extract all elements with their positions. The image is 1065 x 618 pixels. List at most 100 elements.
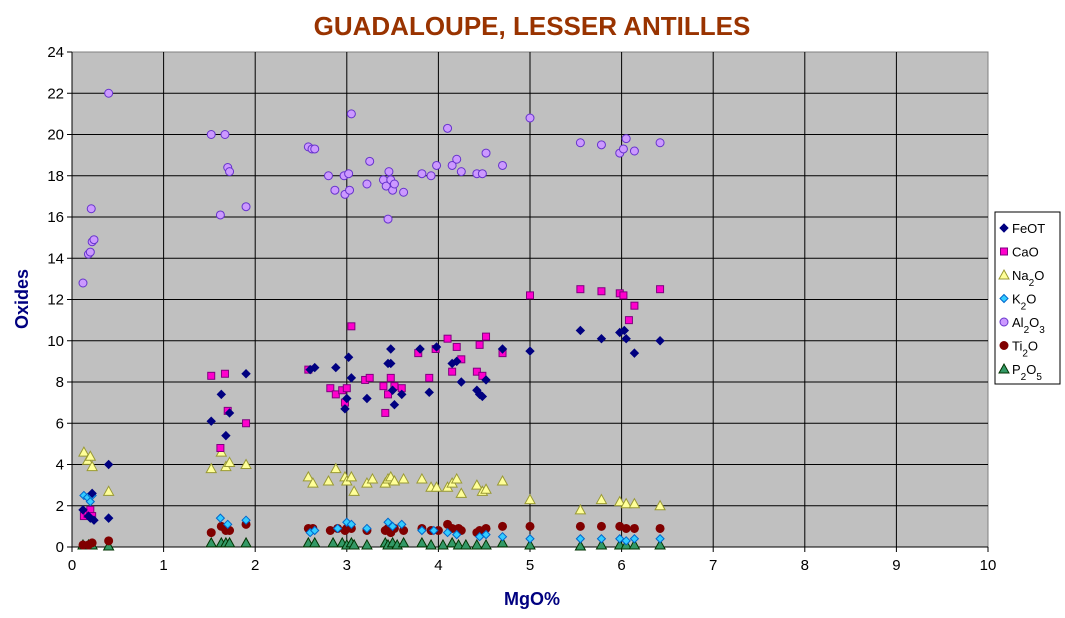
legend-label-cao: CaO [1012, 245, 1039, 260]
data-point-p2o5 [308, 536, 321, 548]
legend-marker-feot [999, 223, 1009, 233]
data-point-feot [331, 362, 341, 373]
data-point-al2o3 [621, 134, 631, 144]
data-point-cao [220, 369, 229, 378]
data-point-p2o5 [524, 538, 536, 550]
data-point-na2o [205, 462, 218, 474]
data-point-na2o [240, 458, 252, 469]
data-point-al2o3 [89, 235, 99, 245]
data-point-cao [386, 373, 395, 382]
legend-item-cao: CaO [1000, 245, 1039, 260]
data-point-al2o3 [629, 146, 639, 156]
data-point-feot [103, 459, 114, 470]
data-point-feot [621, 333, 631, 344]
legend-marker-p2o5 [998, 362, 1010, 374]
data-point-na2o [628, 497, 641, 509]
data-point-p2o5 [460, 538, 472, 550]
data-point-feot [224, 408, 235, 418]
data-point-al2o3 [389, 179, 399, 189]
x-tick-label: 3 [343, 557, 351, 574]
data-point-na2o [329, 462, 342, 474]
data-point-p2o5 [102, 539, 115, 551]
y-tick-label: 12 [47, 292, 64, 309]
data-point-tio2 [655, 523, 665, 533]
y-tick-label: 6 [56, 415, 64, 432]
legend-marker-tio2 [999, 341, 1009, 350]
data-point-feot [456, 377, 467, 387]
data-point-k2o [575, 534, 586, 544]
data-point-cao [381, 408, 390, 417]
data-point-al2o3 [78, 278, 88, 288]
data-point-k2o [525, 534, 535, 544]
data-point-cao [347, 322, 356, 331]
data-point-feot [346, 373, 357, 383]
data-point-tio2 [87, 538, 97, 548]
x-tick-label: 2 [251, 557, 259, 574]
data-point-al2o3 [443, 123, 453, 133]
data-point-na2o [86, 460, 99, 472]
legend-label-feot: FeOT [1012, 221, 1045, 236]
data-point-al2o3 [215, 210, 225, 220]
data-point-na2o [524, 493, 536, 505]
data-point-feot [216, 389, 227, 400]
data-point-al2o3 [86, 204, 96, 214]
data-point-cao [384, 390, 393, 399]
data-point-tio2 [575, 521, 585, 531]
data-point-cao [656, 285, 665, 294]
y-tick-label: 8 [56, 374, 64, 391]
data-point-cao [475, 340, 484, 349]
data-point-cao [443, 334, 452, 343]
data-point-k2o [387, 521, 398, 532]
data-point-al2o3 [384, 167, 394, 177]
data-point-k2o [362, 523, 372, 534]
data-point-na2o [302, 470, 315, 482]
data-point-al2o3 [432, 160, 442, 170]
data-point-k2o [346, 519, 357, 530]
data-point-al2o3 [206, 130, 216, 139]
data-point-k2o [629, 534, 640, 544]
legend-label-na2o: Na2O [1012, 268, 1044, 289]
data-point-cao [526, 291, 534, 300]
y-tick-label: 24 [47, 44, 64, 61]
data-point-tio2 [629, 523, 639, 533]
data-point-p2o5 [240, 536, 252, 548]
series-na2o [78, 446, 666, 515]
data-point-al2o3 [426, 171, 436, 181]
data-point-k2o [397, 519, 407, 530]
data-point-p2o5 [595, 538, 608, 550]
data-point-al2o3 [481, 148, 491, 158]
data-point-al2o3 [365, 156, 375, 166]
data-point-cao [342, 384, 351, 393]
legend-label-k2o: K2O [1012, 292, 1036, 313]
data-point-feot [596, 333, 607, 344]
data-point-al2o3 [655, 138, 665, 148]
data-point-feot [387, 385, 398, 395]
data-point-k2o [241, 515, 251, 525]
data-point-tio2 [596, 521, 606, 531]
data-point-al2o3 [575, 138, 585, 148]
data-point-tio2 [525, 521, 535, 531]
legend-label-al2o3: Al2O3 [1012, 315, 1045, 336]
legend-item-p2o5: P2O5 [998, 362, 1042, 383]
data-point-al2o3 [381, 181, 391, 191]
data-point-na2o [366, 472, 379, 484]
data-point-al2o3 [241, 202, 251, 212]
data-point-p2o5 [480, 538, 492, 550]
x-axis-title: MgO% [504, 589, 560, 609]
data-point-na2o [613, 495, 626, 507]
x-axis-ticks: 0 1 2 3 4 5 6 7 8 9 10 [68, 547, 997, 574]
data-point-p2o5 [654, 538, 666, 550]
data-point-na2o [455, 487, 468, 498]
data-point-al2o3 [310, 144, 320, 154]
data-point-k2o [596, 534, 607, 544]
data-point-feot [389, 399, 400, 410]
data-point-cao [624, 316, 633, 325]
data-point-al2o3 [399, 187, 409, 197]
data-point-feot [431, 342, 442, 352]
y-tick-label: 0 [56, 539, 64, 556]
x-tick-label: 10 [980, 557, 997, 574]
data-point-k2o [497, 531, 508, 542]
